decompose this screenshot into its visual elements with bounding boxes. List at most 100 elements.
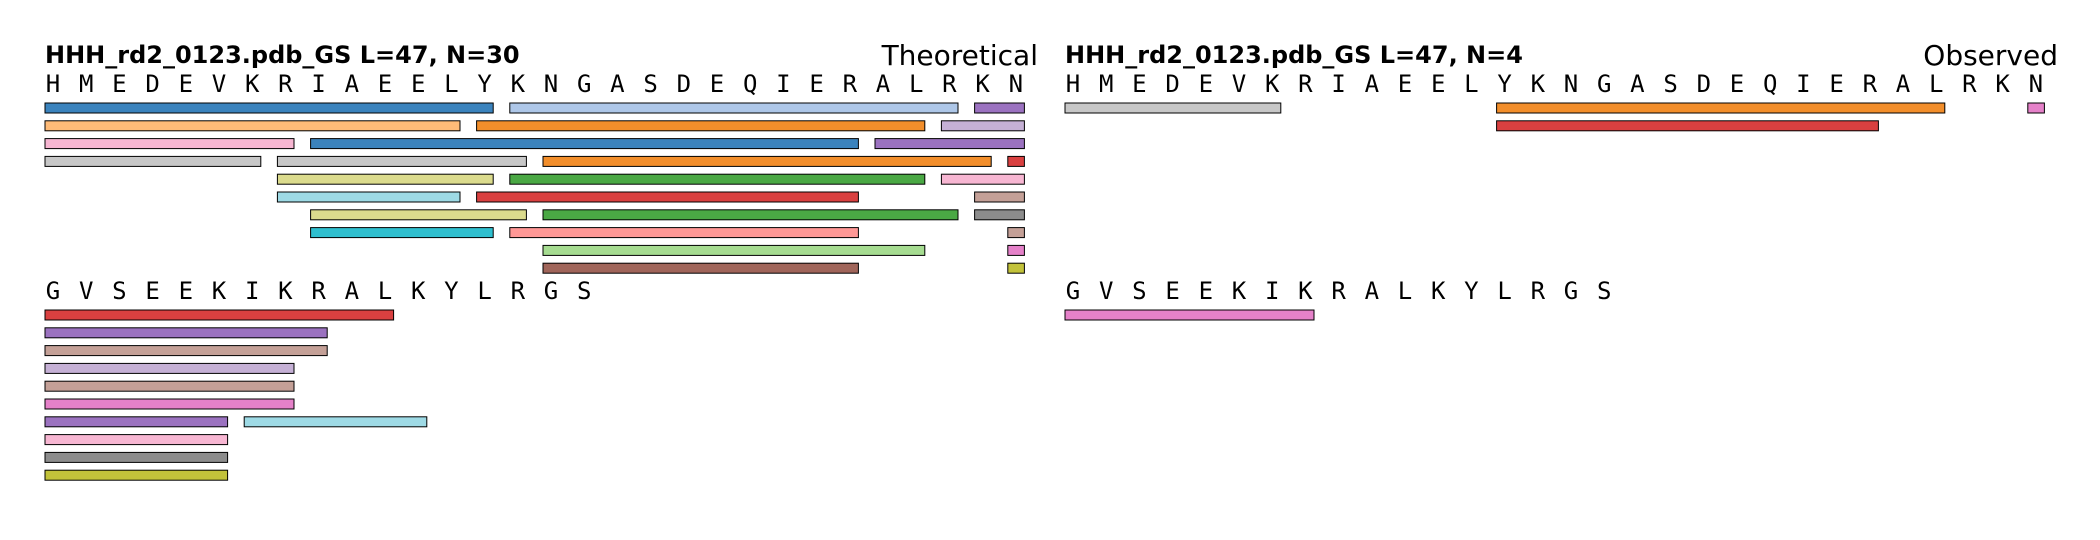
residue-label: E (1165, 277, 1179, 305)
residue-label: Q (1763, 70, 1777, 98)
residue-label: K (278, 277, 293, 305)
residue-label: K (1531, 70, 1546, 98)
peptide-fragment-bar (1496, 120, 1879, 132)
residue-label: E (710, 70, 724, 98)
residue-label: I (776, 70, 790, 98)
residue-label: I (1796, 70, 1810, 98)
residue-label: V (1099, 277, 1113, 305)
residue-label: S (643, 70, 657, 98)
peptide-fragment-bar (542, 155, 992, 167)
residue-label: D (1165, 70, 1179, 98)
residue-label: K (1431, 277, 1446, 305)
residue-label: N (2029, 70, 2043, 98)
residue-label: R (1331, 277, 1346, 305)
residue-label: E (411, 70, 425, 98)
peptide-fragment-bar (974, 209, 1025, 221)
residue-label: R (311, 277, 326, 305)
residue-label: I (245, 277, 259, 305)
residue-label: E (145, 277, 159, 305)
peptide-fragment-bar (940, 173, 1025, 185)
residue-label: A (610, 70, 625, 98)
peptide-fragment-bar (44, 309, 395, 321)
peptide-fragment-bar (44, 155, 262, 167)
residue-label: G (46, 277, 60, 305)
peptide-fragment-bar (1007, 244, 1025, 256)
peptide-fragment-bar (44, 138, 295, 150)
residue-label: D (1697, 70, 1711, 98)
residue-label: A (1630, 70, 1645, 98)
residue-label: D (145, 70, 159, 98)
residue-label: Y (444, 277, 459, 305)
peptide-fragment-bar (542, 262, 859, 274)
residue-label: I (1331, 70, 1345, 98)
peptide-fragment-bar (1007, 227, 1025, 239)
residue-label: R (1863, 70, 1878, 98)
residue-label: R (843, 70, 858, 98)
residue-label: E (1730, 70, 1744, 98)
peptide-fragment-bar (974, 191, 1025, 203)
residue-label: L (444, 70, 458, 98)
residue-label: L (1398, 277, 1412, 305)
residue-label: K (1995, 70, 2010, 98)
peptide-fragment-bar (509, 102, 959, 114)
residue-label: A (345, 277, 360, 305)
residue-label: K (212, 277, 227, 305)
residue-label: R (1531, 277, 1546, 305)
peptide-fragment-bar (276, 191, 461, 203)
residue-label: S (577, 277, 591, 305)
peptide-fragment-bar (509, 173, 926, 185)
residue-label: E (179, 277, 193, 305)
residue-label: E (1199, 277, 1213, 305)
coverage-blocks: H M E D E V K R I A E E L Y K N G A S D E Q I E R A L R K NG V S E E K I K R A… (1064, 70, 2045, 321)
residue-label: N (1564, 70, 1578, 98)
panel-theoretical: HHH_rd2_0123.pdb_GS L=47, N=30 Theoretic… (44, 39, 1038, 481)
peptide-fragment-bar (243, 416, 428, 428)
peptide-fragment-bar (44, 416, 229, 428)
peptide-fragment-bar (44, 380, 295, 392)
panel-observed: HHH_rd2_0123.pdb_GS L=47, N=4 Observed H… (1064, 39, 2058, 321)
peptide-fragment-bar (542, 209, 959, 221)
panel-title: HHH_rd2_0123.pdb_GS L=47, N=30 (45, 41, 520, 69)
peptide-fragment-bar (44, 362, 295, 374)
peptide-fragment-bar (1064, 102, 1282, 114)
residue-label: E (378, 70, 392, 98)
residue-label: L (1929, 70, 1943, 98)
residue-label: Y (477, 70, 492, 98)
peptide-fragment-bar (1064, 309, 1315, 321)
residue-label: N (544, 70, 558, 98)
peptide-fragment-bar (44, 102, 494, 114)
residue-label: L (1464, 70, 1478, 98)
residue-label: S (1597, 277, 1611, 305)
peptide-fragment-bar (310, 138, 859, 150)
peptide-fragment-bar (509, 227, 859, 239)
peptide-fragment-bar (1007, 262, 1025, 274)
residue-label: R (278, 70, 293, 98)
residue-label: A (876, 70, 891, 98)
residue-label: E (1132, 70, 1146, 98)
residue-label: R (942, 70, 957, 98)
residue-label: N (1009, 70, 1023, 98)
residue-label: Q (743, 70, 757, 98)
residue-label: E (809, 70, 823, 98)
residue-label: L (1497, 277, 1511, 305)
peptide-fragment-bar (1007, 155, 1025, 167)
residue-label: I (1265, 277, 1279, 305)
peptide-fragment-bar (310, 209, 527, 221)
peptide-fragment-bar (44, 469, 229, 481)
residue-label: G (1564, 277, 1578, 305)
coverage-blocks: H M E D E V K R I A E E L Y K N G A S D E Q I E R A L R K NG V S E E K I K R A… (44, 70, 1025, 481)
residue-label: L (378, 277, 392, 305)
residue-label: Y (1464, 277, 1479, 305)
panel-label: Observed (1923, 39, 2058, 72)
residue-label: K (1232, 277, 1247, 305)
residue-label: G (544, 277, 558, 305)
peptide-fragment-bar (44, 451, 229, 463)
residue-label: H (46, 70, 60, 98)
residue-label: K (511, 70, 526, 98)
residue-label: G (1066, 277, 1080, 305)
residue-label: E (1199, 70, 1213, 98)
